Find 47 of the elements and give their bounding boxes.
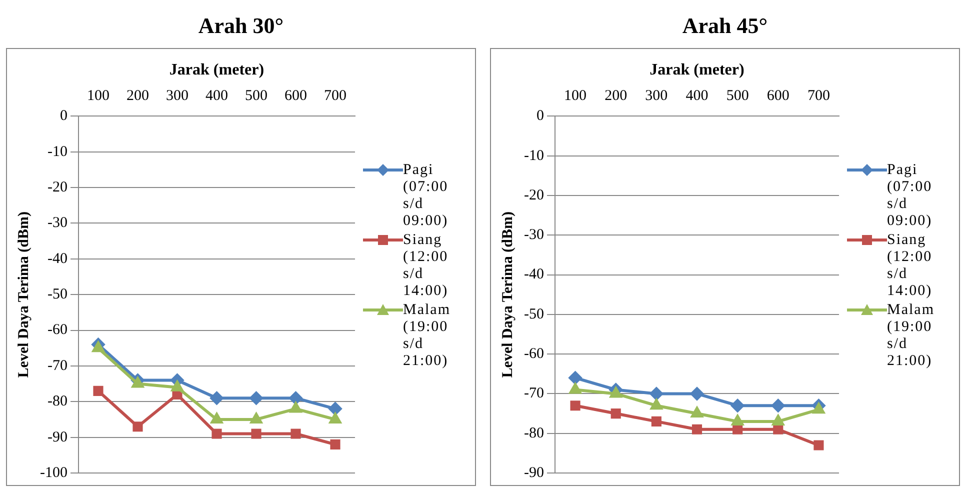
x-tick-label: 700: [324, 88, 346, 104]
x-axis-title: Jarak (meter): [650, 62, 744, 79]
y-tick-label: -80: [47, 394, 68, 410]
y-tick-label: 0: [60, 108, 68, 124]
legend-label: Malam (19:00 s/d 21:00): [403, 302, 452, 370]
x-tick-label: 100: [564, 88, 587, 104]
y-tick-label: -90: [47, 429, 68, 446]
legend-label: Pagi (07:00 s/d 09:00): [887, 162, 934, 230]
x-tick-label: 400: [686, 88, 708, 104]
y-tick-label: -40: [47, 250, 68, 267]
chart-title: Arah 45°: [681, 12, 769, 40]
x-tick-label: 100: [86, 88, 110, 104]
x-tick-label: 700: [807, 88, 830, 104]
x-tick-label: 600: [766, 88, 790, 104]
y-axis-title: Level Daya Terima (dBm): [16, 211, 32, 378]
x-tick-label: 200: [604, 88, 628, 104]
y-tick-label: 0: [536, 108, 544, 124]
y-tick-label: -100: [40, 464, 68, 481]
y-tick-label: -20: [524, 187, 544, 204]
x-tick-label: 400: [206, 88, 228, 104]
y-axis-title: Level Daya Terima (dBm): [500, 211, 516, 378]
y-tick-label: -10: [524, 148, 544, 164]
x-tick-label: 300: [645, 88, 668, 104]
y-tick-label: -30: [524, 227, 544, 244]
y-tick-label: -20: [47, 179, 68, 196]
y-tick-label: -40: [524, 266, 544, 283]
y-tick-label: -50: [524, 306, 544, 322]
legend-label: Pagi (07:00 s/d 09:00): [403, 162, 450, 230]
legend-label: Siang (12:00 s/d 14:00): [887, 232, 934, 300]
legend-label: Siang (12:00 s/d 14:00): [403, 232, 450, 300]
y-tick-label: -30: [47, 215, 68, 232]
x-axis-title: Jarak (meter): [169, 62, 264, 79]
legend-label: Malam (19:00 s/d 21:00): [887, 302, 936, 370]
y-tick-label: -60: [47, 322, 68, 338]
y-tick-label: -90: [524, 464, 544, 481]
chart-title: Arah 30°: [197, 12, 285, 40]
y-tick-label: -60: [524, 346, 544, 362]
x-tick-label: 200: [126, 88, 149, 104]
y-tick-label: -10: [47, 144, 68, 160]
x-tick-label: 500: [245, 88, 268, 104]
y-tick-label: -80: [524, 425, 544, 442]
x-tick-label: 600: [284, 88, 307, 104]
y-tick-label: -70: [524, 386, 544, 402]
x-tick-label: 500: [726, 88, 749, 104]
y-tick-label: -70: [47, 358, 68, 374]
x-tick-label: 300: [166, 88, 188, 104]
y-tick-label: -50: [47, 286, 68, 303]
